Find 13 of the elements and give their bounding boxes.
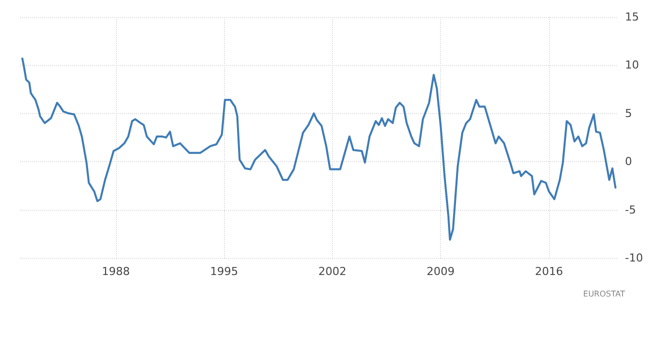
x-tick-label: 2009 [426,265,455,278]
text: EUROSTAT [583,290,626,298]
x-tick-label: 1988 [102,265,130,278]
y-tick-label: 0 [625,155,632,168]
y-tick-label: -10 [625,252,643,264]
x-tick-label: 2016 [534,265,563,278]
y-tick-label: 10 [625,58,639,72]
y-tick-label: 5 [625,106,632,120]
x-tick-label: 1995 [210,265,238,278]
x-tick-label: 2002 [318,265,346,278]
y-tick-label: -5 [625,203,636,216]
line-series [21,57,616,241]
y-tick-label: 15 [625,10,639,24]
